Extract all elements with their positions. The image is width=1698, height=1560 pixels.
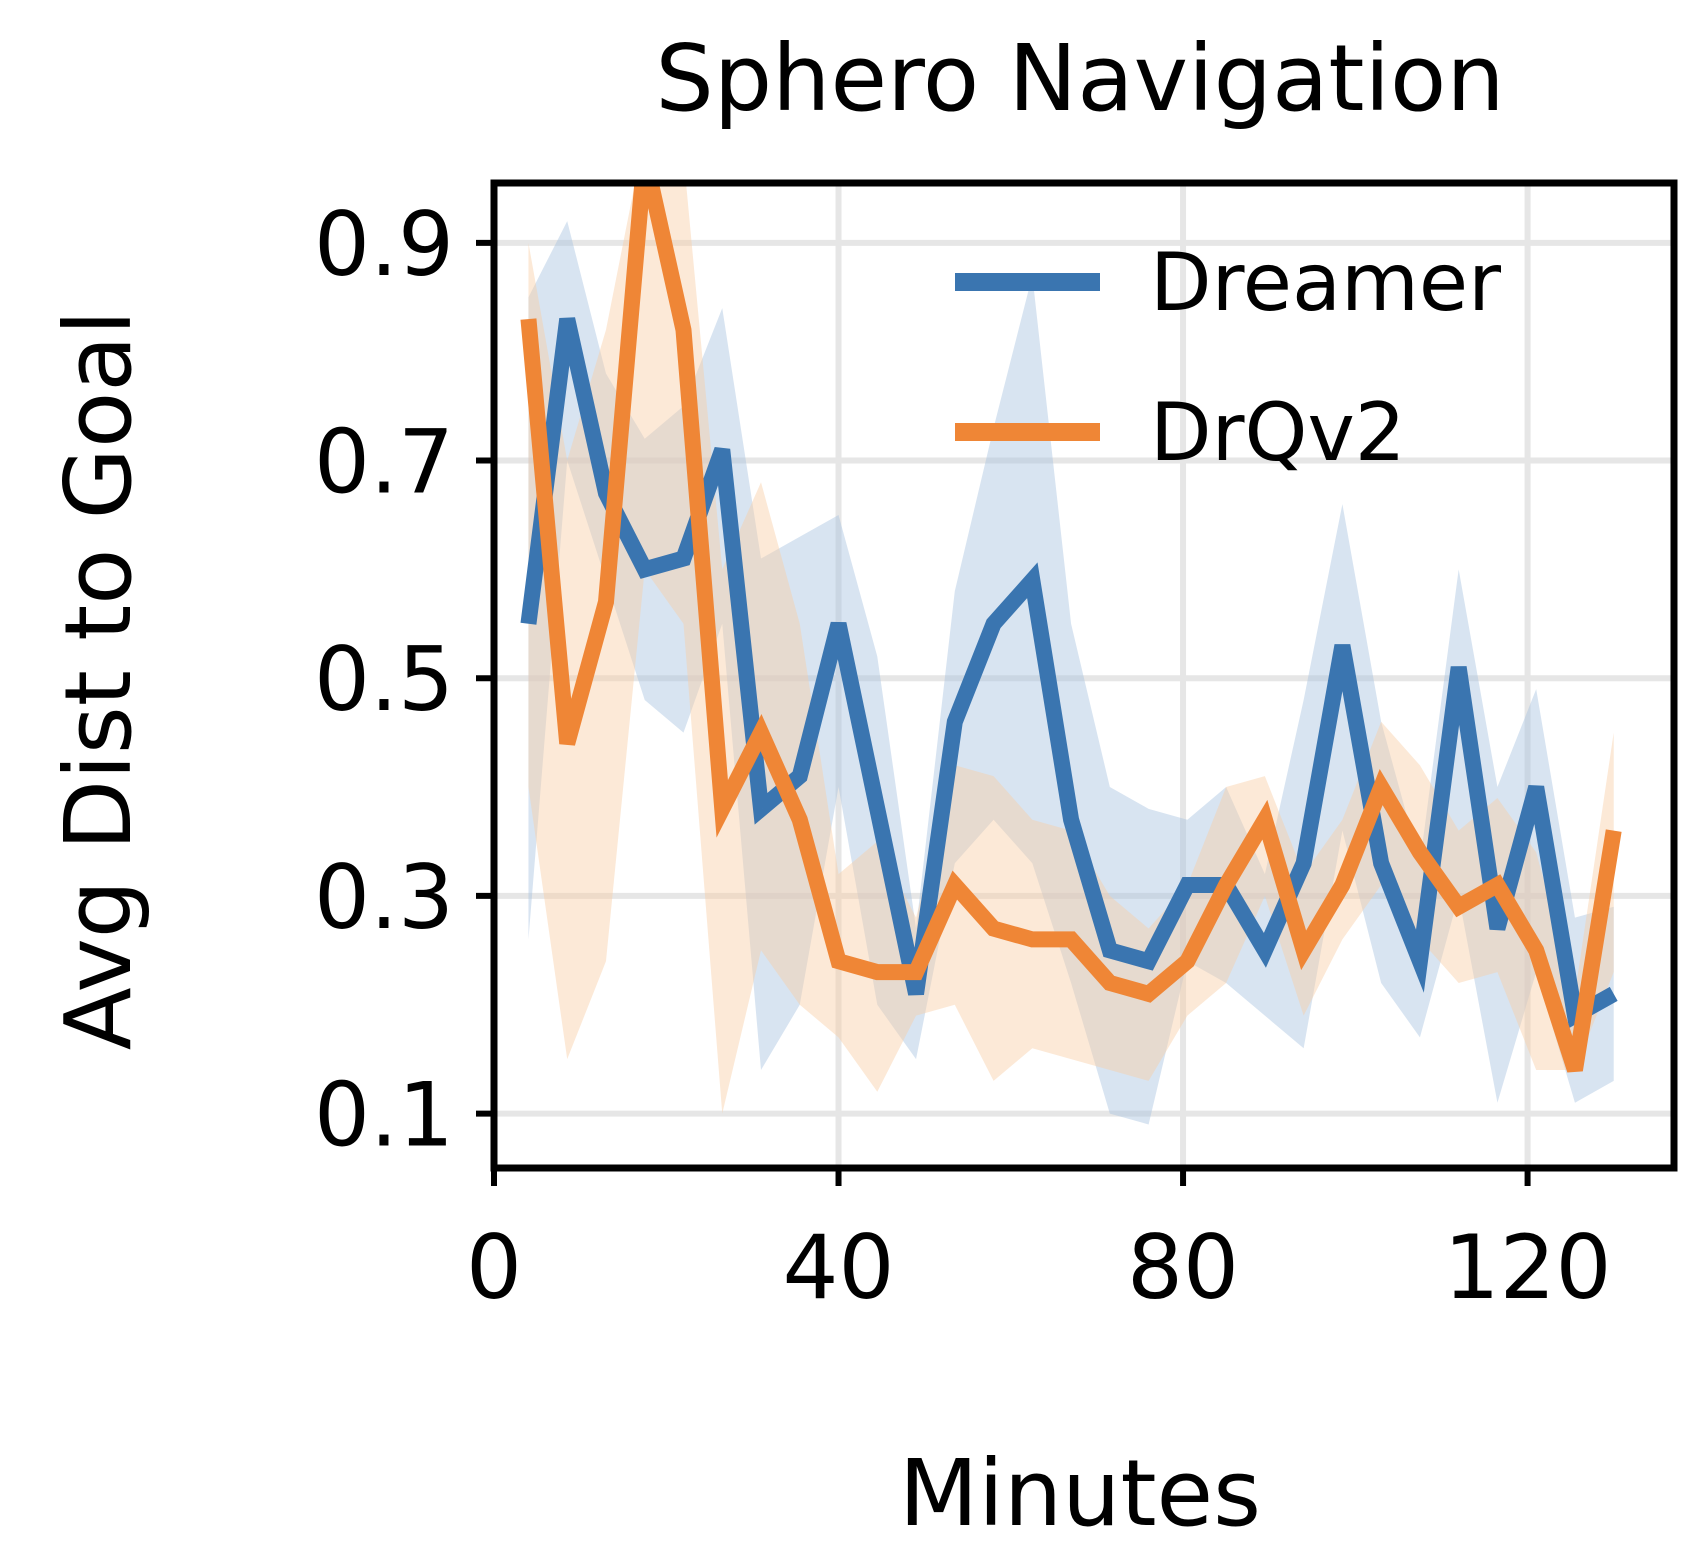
legend: Dreamer DrQv2 (955, 236, 1501, 479)
chart-title: Sphero Navigation (655, 25, 1504, 132)
y-tick-label: 0.5 (314, 628, 454, 731)
x-tick-label: 120 (1444, 1216, 1612, 1319)
x-axis: 0 40 80 120 (466, 1168, 1612, 1319)
y-tick-label: 0.1 (314, 1064, 454, 1167)
series-lines (520, 183, 1622, 1073)
series-line-drqv2 (520, 183, 1622, 1073)
legend-label-dreamer: Dreamer (1150, 236, 1501, 329)
x-tick-label: 0 (466, 1216, 522, 1319)
grid (491, 183, 1674, 1168)
x-axis-label: Minutes (899, 1440, 1261, 1547)
legend-label-drqv2: DrQv2 (1150, 386, 1406, 479)
x-tick-label: 80 (1127, 1216, 1239, 1319)
x-tick-label: 40 (783, 1216, 895, 1319)
band-dreamer (528, 221, 1614, 1125)
y-tick-label: 0.7 (314, 411, 454, 514)
y-tick-label: 0.9 (314, 193, 454, 296)
y-axis: 0.1 0.3 0.5 0.7 0.9 (314, 193, 494, 1167)
y-tick-label: 0.3 (314, 846, 454, 949)
y-axis-label: Avg Dist to Goal (45, 310, 152, 1050)
